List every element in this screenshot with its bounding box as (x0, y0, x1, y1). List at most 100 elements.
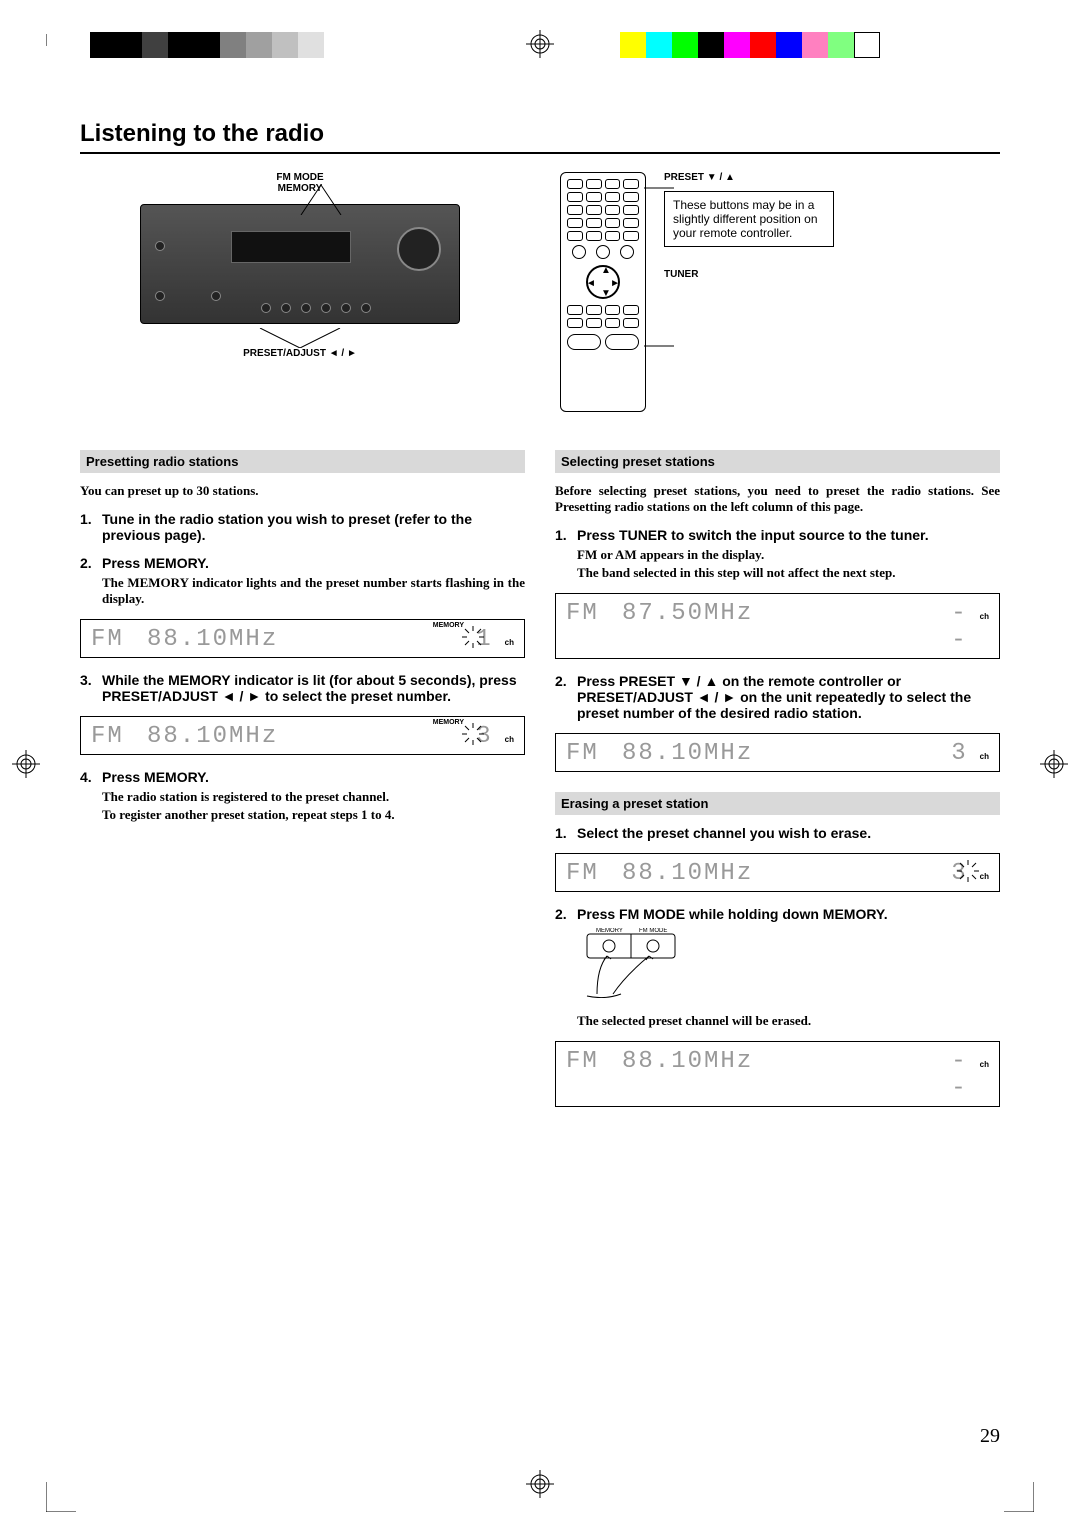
step-2-sub: The MEMORY indicator lights and the pres… (102, 575, 525, 607)
registration-mark-bottom (526, 1470, 554, 1498)
grayscale-bar (90, 32, 324, 58)
heading-presetting: Presetting radio stations (80, 450, 525, 473)
lcd-display-5: FM 88.10MHz 3 ch (555, 853, 1000, 892)
page-title: Listening to the radio (80, 120, 1000, 154)
lcd-ch-label: ch (980, 752, 989, 761)
phones-jack-icon (155, 291, 165, 301)
flash-icon (462, 626, 484, 656)
lcd-channel: 3 (938, 740, 968, 767)
lcd-ch-label: ch (980, 872, 989, 881)
step-3-title: While the MEMORY indicator is lit (for a… (102, 672, 525, 704)
erase-step-1-title: Select the preset channel you wish to er… (577, 825, 1000, 841)
label-preset-updown: PRESET ▼ / ▲ (664, 172, 834, 183)
lcd-band: FM (91, 626, 137, 653)
receiver-unit (140, 204, 460, 324)
volume-knob (397, 227, 441, 271)
lcd-ch-label: ch (980, 612, 989, 621)
diagram-label-fmmode: FM MODE (639, 928, 667, 934)
unit-button-icon (261, 303, 271, 313)
flash-icon (462, 723, 484, 753)
page-number: 29 (980, 1425, 1000, 1448)
heading-erasing: Erasing a preset station (555, 792, 1000, 815)
sel-step-1-title: Press TUNER to switch the input source t… (577, 527, 1000, 543)
flash-icon (957, 860, 979, 890)
registration-mark-right (1040, 750, 1068, 778)
step-3: 3. While the MEMORY indicator is lit (fo… (80, 672, 525, 704)
memory-indicator: MEMORY (433, 719, 464, 726)
unit-button-icon (211, 291, 221, 301)
receiver-screen (231, 231, 351, 263)
remote-dpad: ▲ ▼ ◄ ► (586, 265, 620, 299)
lcd-ch-label: ch (980, 1060, 989, 1069)
label-preset-adjust: PRESET/ADJUST ◄ / ► (243, 348, 357, 359)
lcd-channel: -- (938, 1048, 968, 1102)
lcd-freq: 88.10MHz (147, 626, 453, 653)
lcd-band: FM (566, 740, 612, 767)
lcd-display-2: MEMORY FM 88.10MHz 3 ch (80, 716, 525, 755)
lcd-display-1: MEMORY FM 88.10MHz 1 ch (80, 619, 525, 658)
receiver-illustration: FM MODE MEMORY PRESET/ADJUST ◄ / ► (80, 172, 520, 412)
illustration-row: FM MODE MEMORY PRESET/ADJUST ◄ / ► (80, 172, 1000, 412)
unit-button-icon (341, 303, 351, 313)
erase-step-2-sub: The selected preset channel will be eras… (577, 1013, 1000, 1029)
step-4-sub2: To register another preset station, repe… (102, 807, 525, 823)
crop-mark-tl (46, 16, 76, 46)
unit-button-icon (321, 303, 331, 313)
step-4-title: Press MEMORY. (102, 769, 525, 785)
remote-button-grid (567, 305, 639, 328)
page-content: Listening to the radio FM MODE MEMORY (80, 120, 1000, 1408)
callout-line (644, 182, 674, 194)
lcd-display-4: FM 88.10MHz 3 ch (555, 733, 1000, 772)
registration-mark-top (526, 30, 554, 58)
remote-control: ▲ ▼ ◄ ► (560, 172, 646, 412)
sel-step-2-title: Press PRESET ▼ / ▲ on the remote control… (577, 673, 1000, 721)
remote-note-box: These buttons may be in a slightly diffe… (664, 191, 834, 247)
crop-mark-bl (46, 1482, 76, 1512)
sel-step-2: 2. Press PRESET ▼ / ▲ on the remote cont… (555, 673, 1000, 721)
unit-button-icon (301, 303, 311, 313)
crop-mark-br (1004, 1482, 1034, 1512)
remote-button-grid (567, 179, 639, 241)
two-column-body: Presetting radio stations You can preset… (80, 442, 1000, 1121)
remote-illustration: ▲ ▼ ◄ ► PRESET ▼ / ▲ These buttons may b… (560, 172, 1000, 412)
sel-step-1: 1. Press TUNER to switch the input sourc… (555, 527, 1000, 581)
lcd-channel: -- (938, 600, 968, 654)
step-1: 1. Tune in the radio station you wish to… (80, 511, 525, 543)
callout-line (644, 340, 674, 352)
left-column: Presetting radio stations You can preset… (80, 442, 525, 1121)
lcd-band: FM (566, 1048, 612, 1075)
remote-callouts: PRESET ▼ / ▲ These buttons may be in a s… (664, 172, 834, 412)
color-bar (620, 32, 880, 58)
lcd-freq: 88.10MHz (622, 740, 928, 767)
step-2: 2. Press MEMORY. The MEMORY indicator li… (80, 555, 525, 607)
label-tuner: TUNER (664, 269, 834, 280)
registration-mark-left (12, 750, 40, 778)
lcd-display-6: FM 88.10MHz -- ch (555, 1041, 1000, 1107)
step-4: 4. Press MEMORY. The radio station is re… (80, 769, 525, 823)
lcd-ch-label: ch (505, 735, 514, 744)
label-fm-mode: FM MODE (276, 172, 323, 183)
lcd-band: FM (566, 860, 612, 887)
memory-indicator: MEMORY (433, 622, 464, 629)
erase-step-2-title: Press FM MODE while holding down MEMORY. (577, 906, 1000, 922)
power-button-icon (155, 241, 165, 251)
step-2-title: Press MEMORY. (102, 555, 525, 571)
lcd-display-3: FM 87.50MHz -- ch (555, 593, 1000, 659)
unit-button-icon (281, 303, 291, 313)
lcd-freq: 88.10MHz (147, 723, 453, 750)
preset-intro: You can preset up to 30 stations. (80, 483, 525, 499)
diagram-label-memory: MEMORY (596, 928, 623, 934)
lcd-band: FM (566, 600, 612, 627)
callout-line (200, 328, 400, 348)
selecting-intro: Before selecting preset stations, you ne… (555, 483, 1000, 515)
right-column: Selecting preset stations Before selecti… (555, 442, 1000, 1121)
step-4-sub1: The radio station is registered to the p… (102, 789, 525, 805)
lcd-freq: 87.50MHz (622, 600, 928, 627)
sel-step-1-sub1: FM or AM appears in the display. (577, 547, 1000, 563)
sel-step-1-sub2: The band selected in this step will not … (577, 565, 1000, 581)
heading-selecting: Selecting preset stations (555, 450, 1000, 473)
button-press-diagram: MEMORY FM MODE (577, 928, 1000, 1003)
erase-step-2: 2. Press FM MODE while holding down MEMO… (555, 906, 1000, 1029)
lcd-freq: 88.10MHz (622, 1048, 928, 1075)
erase-step-1: 1. Select the preset channel you wish to… (555, 825, 1000, 841)
